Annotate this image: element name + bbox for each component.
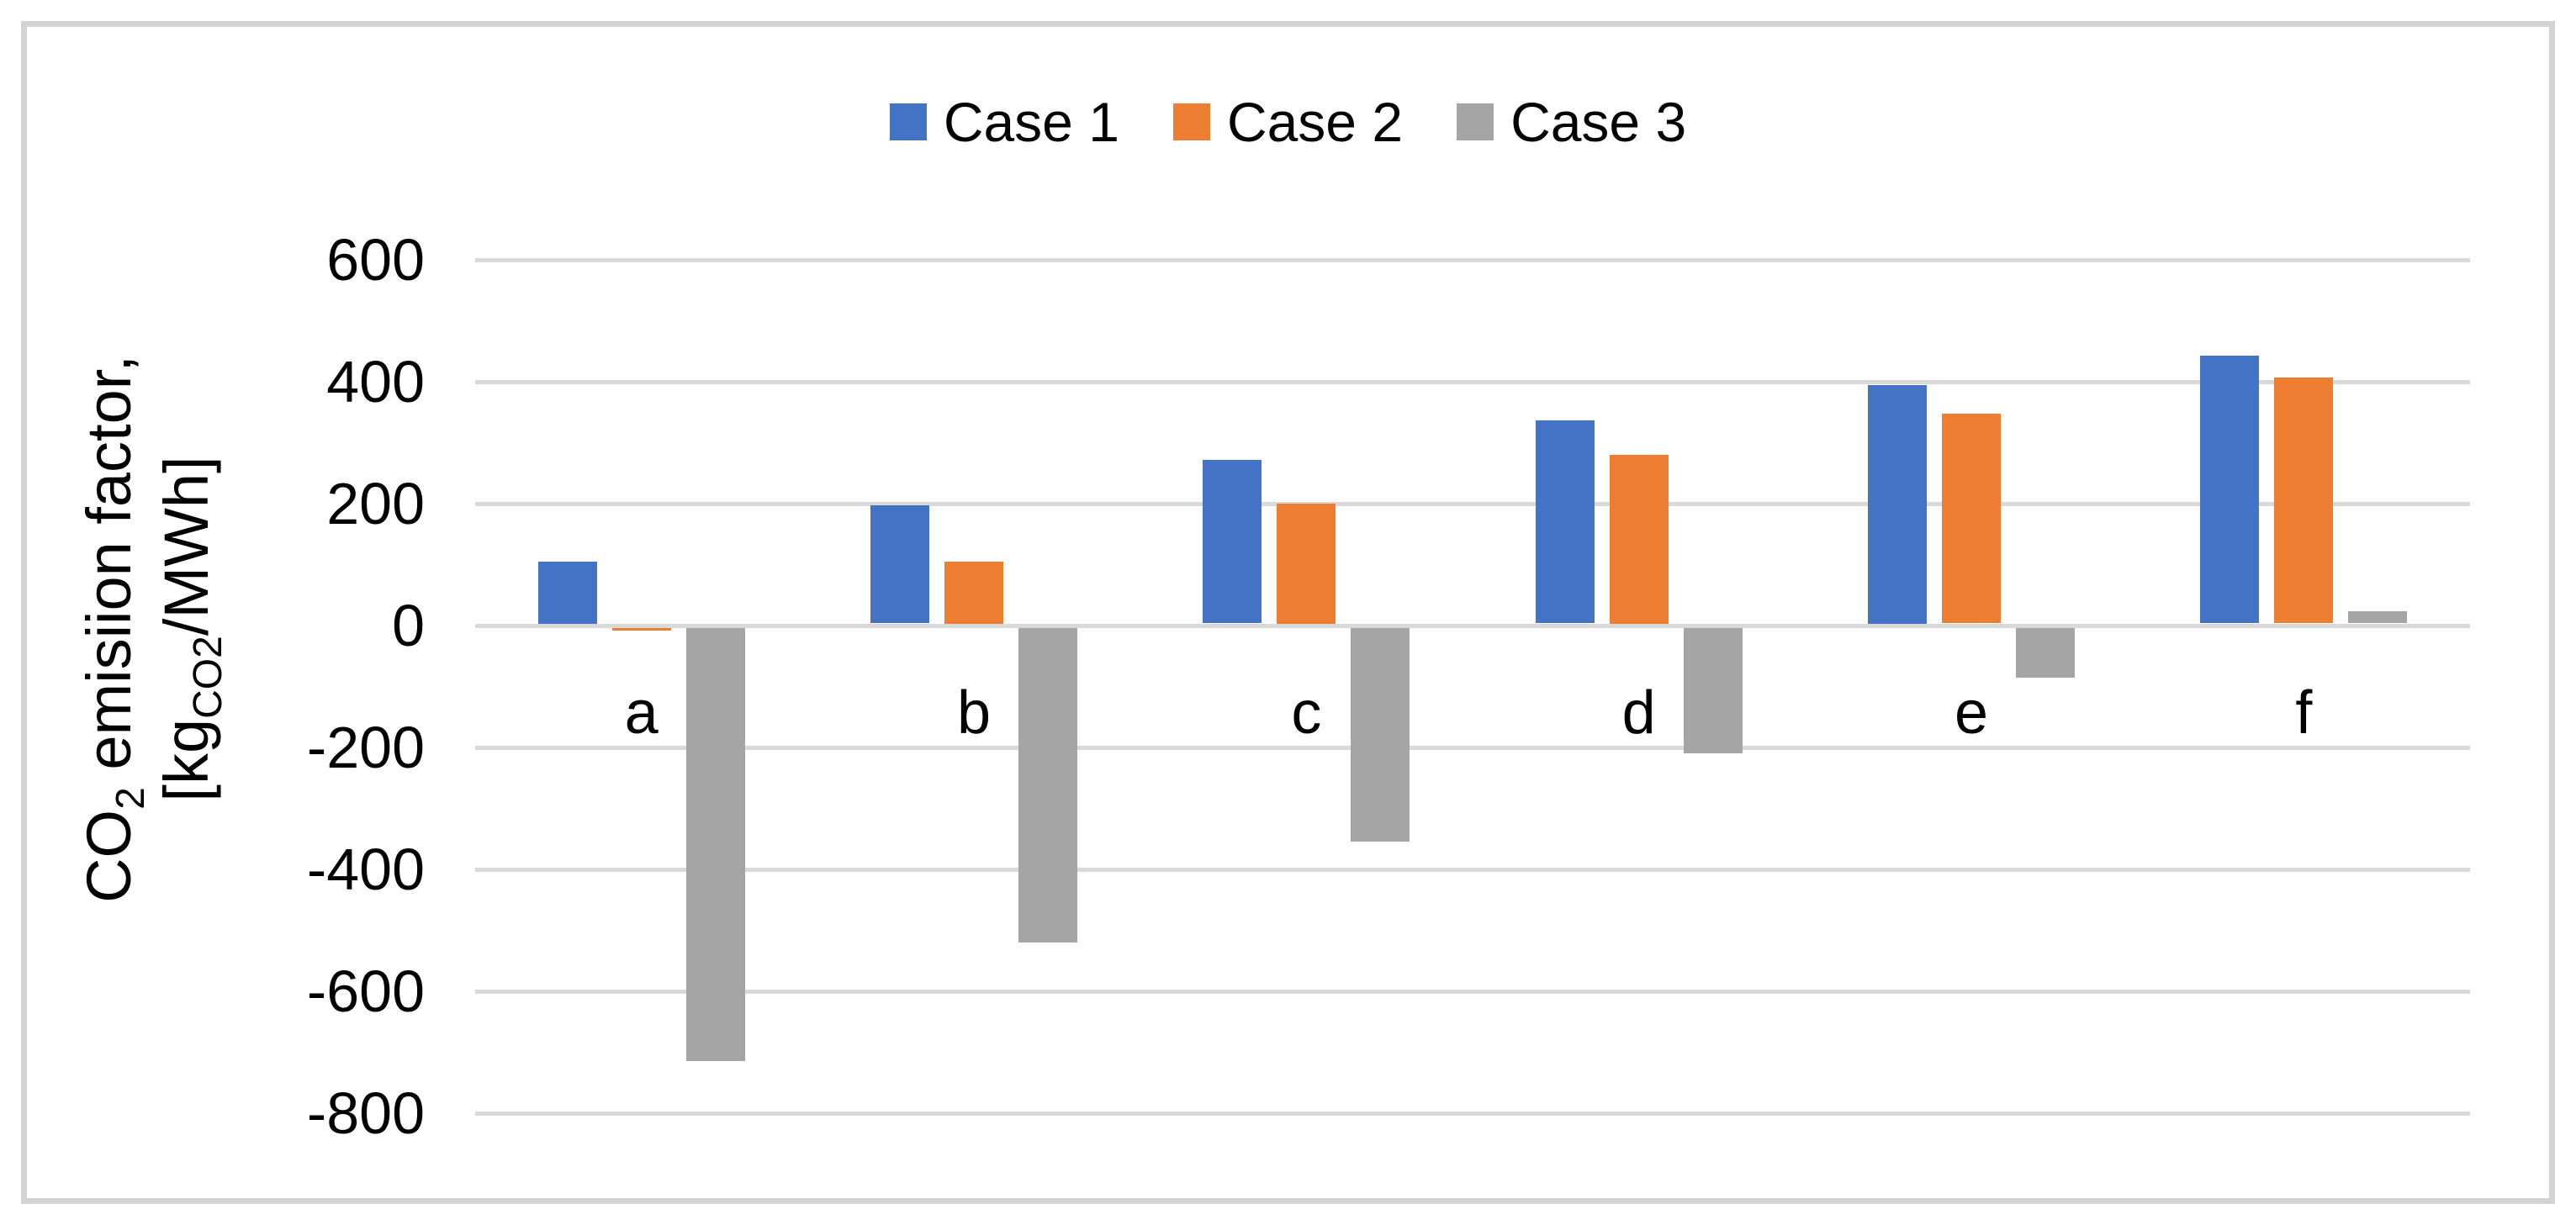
gridline-0 (475, 623, 2470, 628)
category-label-b: b (956, 679, 992, 747)
y-axis-tick-label: 600 (326, 227, 425, 293)
bar-case-3-e (2016, 627, 2075, 678)
legend-item-case-3: Case 3 (1457, 94, 1686, 150)
gridline-200 (475, 501, 2470, 506)
category-label-e: e (1954, 679, 1989, 747)
y-axis-tick-label: -200 (306, 715, 425, 780)
gridline--800 (475, 1111, 2470, 1116)
bar-case-2-b (944, 561, 1003, 624)
y-axis-tick-label: 200 (326, 471, 425, 536)
bar-case-3-d (1683, 627, 1743, 754)
legend-item-case-2: Case 2 (1172, 91, 1404, 153)
bar-case-3-c (1351, 627, 1410, 842)
bar-case-3-f (2348, 611, 2408, 624)
legend-label: Case 3 (1510, 91, 1687, 153)
bar-case-3-b (1018, 627, 1077, 943)
legend-label: Case 2 (1226, 91, 1404, 153)
y-axis-tick-label: -400 (306, 837, 425, 902)
bar-case-1-e (1868, 384, 1927, 624)
bar-case-2-f (2274, 377, 2334, 624)
bar-case-3-a (685, 627, 745, 1062)
bar-case-1-d (1535, 420, 1595, 624)
gridline-600 (475, 257, 2470, 262)
bar-case-1-c (1203, 459, 1262, 624)
y-axis-tick-label: 400 (326, 349, 425, 414)
bar-case-1-a (537, 561, 597, 624)
legend: Case 1 Case 2 Case 3 (0, 94, 2576, 150)
category-label-a: a (624, 679, 659, 747)
gridline--400 (475, 867, 2470, 872)
bar-case-2-a (611, 627, 671, 631)
gridline--200 (475, 745, 2470, 750)
bar-case-2-e (1942, 413, 2001, 624)
bar-case-2-d (1609, 455, 1669, 624)
category-label-c: c (1291, 679, 1322, 747)
bar-case-2-c (1277, 504, 1336, 624)
bar-case-1-f (2200, 355, 2260, 624)
gridline--600 (475, 989, 2470, 994)
category-label-f: f (2295, 679, 2313, 747)
legend-swatch-icon (1457, 103, 1494, 140)
gridline-400 (475, 379, 2470, 384)
legend-label: Case 1 (943, 91, 1119, 153)
y-axis-tick-label: -800 (306, 1080, 425, 1146)
y-axis-tick-label: 0 (392, 593, 425, 658)
legend-swatch-icon (889, 103, 927, 140)
legend-swatch-icon (1172, 103, 1210, 140)
bar-case-1-b (870, 505, 929, 624)
y-axis-tick-label: -600 (306, 958, 425, 1024)
legend-item-case-1: Case 1 (889, 91, 1119, 153)
category-label-d: d (1621, 679, 1656, 747)
